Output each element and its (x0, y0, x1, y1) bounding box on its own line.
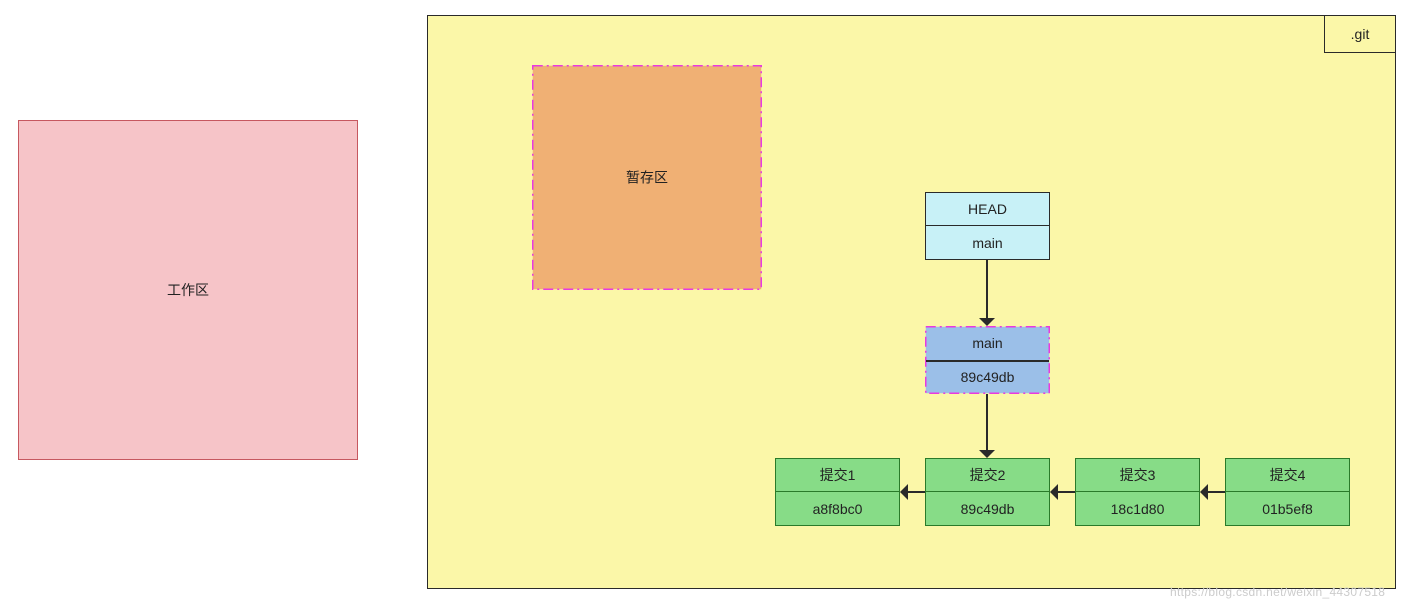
arrow-down-head-1 (979, 318, 995, 326)
git-tag-label: .git (1324, 15, 1396, 53)
arrow-down-2 (986, 394, 988, 450)
commit-name: 提交2 (925, 458, 1050, 492)
commit-hash: 18c1d80 (1075, 492, 1200, 526)
head-box: HEADmain (925, 192, 1050, 260)
arrow-left-3 (1208, 491, 1225, 493)
commit-name: 提交3 (1075, 458, 1200, 492)
head-label: HEAD (925, 192, 1050, 226)
commit-hash: a8f8bc0 (775, 492, 900, 526)
arrow-left-head-3 (1200, 484, 1208, 500)
workspace-box: 工作区 (18, 120, 358, 460)
staging-box: 暂存区 (532, 65, 762, 290)
arrow-left-1 (908, 491, 925, 493)
arrow-left-head-2 (1050, 484, 1058, 500)
arrow-down-head-2 (979, 450, 995, 458)
commit-box-1: 提交1a8f8bc0 (775, 458, 900, 526)
commit-name: 提交4 (1225, 458, 1350, 492)
commit-hash: 01b5ef8 (1225, 492, 1350, 526)
commit-hash: 89c49db (925, 492, 1050, 526)
arrow-down-1 (986, 260, 988, 318)
watermark-text: https://blog.csdn.net/weixin_44307518 (1170, 585, 1385, 599)
commit-name: 提交1 (775, 458, 900, 492)
commit-box-2: 提交289c49db (925, 458, 1050, 526)
branch-name: main (925, 326, 1050, 360)
svg-text:暂存区: 暂存区 (626, 170, 668, 186)
arrow-left-2 (1058, 491, 1075, 493)
branch-hash: 89c49db (925, 360, 1050, 394)
commit-box-3: 提交318c1d80 (1075, 458, 1200, 526)
commit-box-4: 提交401b5ef8 (1225, 458, 1350, 526)
head-ref: main (925, 226, 1050, 260)
arrow-left-head-1 (900, 484, 908, 500)
